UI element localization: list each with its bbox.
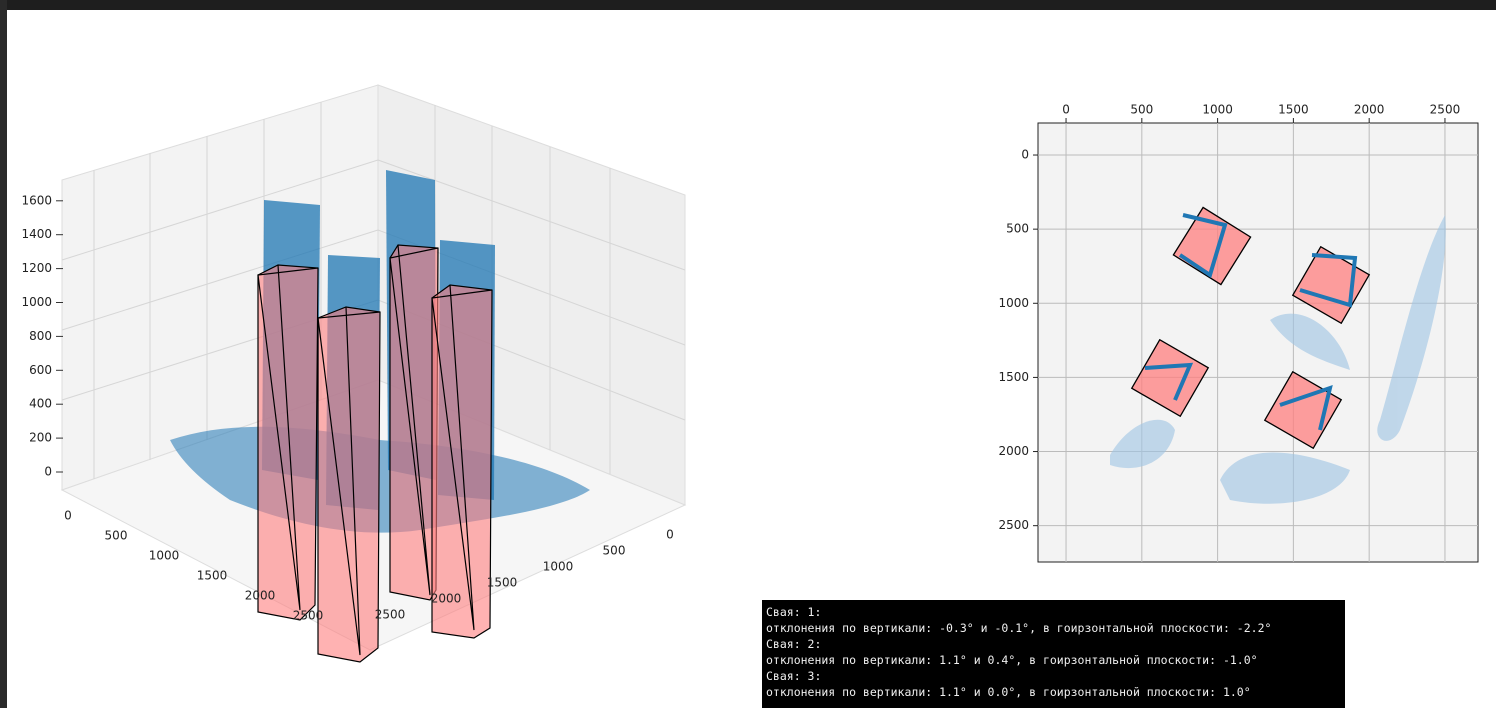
z-tick-label: 1200 xyxy=(21,261,52,275)
z-tick-label: 1400 xyxy=(21,227,52,241)
x-tick-label: 0 xyxy=(1062,103,1070,117)
y-tick-label: 2000 xyxy=(431,592,462,606)
z-tick-label: 1000 xyxy=(21,295,52,309)
top-bar xyxy=(0,0,1496,10)
plot-2d: 0 500 1000 1500 2000 2500 0 500 1000 1500 2000 2500 xyxy=(998,103,1479,563)
z-tick-label: 200 xyxy=(29,431,52,445)
z-tick-label: 1600 xyxy=(21,193,52,207)
y-tick-label: 1000 xyxy=(998,296,1029,310)
y-tick-label: 2500 xyxy=(998,518,1029,532)
console: Свая: 1: отклонения по вертикали: -0.3° и… xyxy=(762,600,1345,708)
z-tick-label: 800 xyxy=(29,329,52,343)
pile-outlines xyxy=(1144,213,1358,431)
console-line: Свая: 2: xyxy=(766,637,822,651)
y-tick-label: 1500 xyxy=(998,370,1029,384)
console-line: Свая: 1: xyxy=(766,605,822,619)
x-tick-label: 0 xyxy=(64,509,72,523)
plot-3d: 0 200 400 600 800 1000 1200 1400 1600 0 500 1000 150… xyxy=(21,84,687,663)
point-cloud-top xyxy=(1110,215,1446,504)
y-tick-label: 0 xyxy=(666,528,674,542)
y-tick-label: 1000 xyxy=(543,560,574,574)
y-tick-label: 500 xyxy=(603,544,626,558)
y-tick-label: 2500 xyxy=(375,608,406,622)
z-tick-label: 400 xyxy=(29,397,52,411)
console-line: Свая: 3: xyxy=(766,669,822,683)
x-tick-label: 2500 xyxy=(1430,103,1461,117)
x-tick-label: 500 xyxy=(1130,103,1153,117)
y-tick-label: 500 xyxy=(1006,222,1029,236)
left-edge xyxy=(0,0,7,708)
y-tick-label: 1500 xyxy=(487,576,518,590)
z-tick-label: 600 xyxy=(29,363,52,377)
pile-boxes xyxy=(257,244,493,663)
x-tick-label: 1000 xyxy=(149,549,180,563)
console-line: отклонения по вертикали: 1.1° и 0.4°, в … xyxy=(766,653,1258,667)
console-line: отклонения по вертикали: 1.1° и 0.0°, в … xyxy=(766,685,1251,699)
x-tick-label: 1000 xyxy=(1202,103,1233,117)
x-tick-label: 2000 xyxy=(245,589,276,603)
x-tick-label: 2500 xyxy=(293,609,324,623)
console-line: отклонения по вертикали: -0.3° и -0.1°, … xyxy=(766,621,1272,635)
x-tick-label: 1500 xyxy=(197,569,228,583)
x-tick-label: 500 xyxy=(105,529,128,543)
y-tick-label: 2000 xyxy=(998,444,1029,458)
x-tick-label: 1500 xyxy=(1278,103,1309,117)
z-tick-label: 0 xyxy=(44,465,52,479)
y-tick-label: 0 xyxy=(1021,148,1029,162)
x-tick-label: 2000 xyxy=(1354,103,1385,117)
